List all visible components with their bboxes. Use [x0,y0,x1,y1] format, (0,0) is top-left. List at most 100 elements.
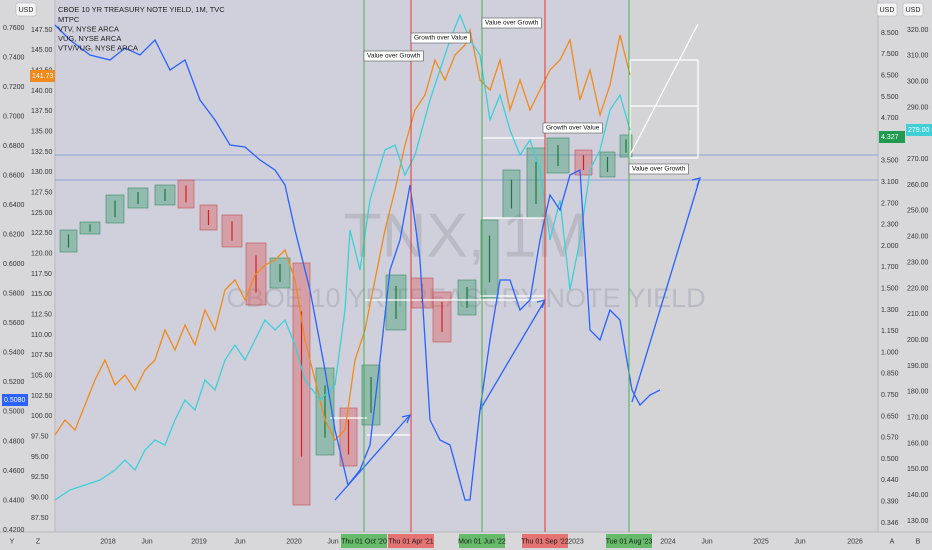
axis-tick-label: 102.50 [31,393,53,400]
axis-tick-label: 0.346 [881,520,899,527]
axis-tick-label: 130.00 [907,518,929,525]
axis-tick-label: 1.150 [881,328,899,335]
currency-button-label[interactable]: USD [906,7,921,14]
axis-tick-label: 0.6600 [3,172,25,179]
last-value-label: 4.327 [881,134,899,141]
annotation-box [542,122,603,134]
axis-toggle[interactable]: Z [36,538,41,545]
axis-tick-label: 2.700 [881,200,899,207]
right-axis-panel [878,0,932,550]
axis-tick-label: 170.00 [907,414,929,421]
axis-tick-label: 95.00 [31,454,49,461]
currency-button[interactable] [902,2,924,17]
axis-tick-label: 112.50 [31,312,52,319]
axis-tick-label: 0.4200 [3,527,25,534]
axis-toggle[interactable]: A [890,538,895,545]
time-label: Jun [141,538,152,545]
currency-button[interactable] [15,2,37,17]
time-label: Jun [327,538,338,545]
left-axis-panel [0,0,55,550]
last-value-label: 279.00 [908,127,930,134]
axis-tick-label: 105.00 [31,373,53,380]
axis-tick-label: 0.6400 [3,202,25,209]
date-badge-label: Thu 01 Apr '21 [388,538,433,545]
axis-tick-label: 127.50 [31,190,53,197]
last-value-label: 141.73 [32,73,54,80]
axis-tick-label: 0.850 [881,371,899,378]
legend-item: MTPC [58,15,80,24]
axis-tick-label: 220.00 [907,285,929,292]
axis-tick-label: 0.650 [881,413,899,420]
time-label: Jun [794,538,805,545]
trend-line [631,177,701,403]
axis-tick-label: 92.50 [31,474,49,481]
axis-tick-label: 300.00 [907,79,929,86]
date-badge [341,534,387,548]
axis-tick-label: 125.00 [31,210,53,217]
axis-toggle[interactable]: Y [10,538,15,545]
annotation-label: Value over Growth [485,20,539,27]
trend-arrow [401,414,412,424]
axis-tick-label: 147.50 [31,27,53,34]
time-label: 2023 [568,538,584,545]
axis-tick-label: 270.00 [907,156,929,163]
axis-tick-label: 122.50 [31,230,53,237]
currency-button-label[interactable]: USD [880,7,895,14]
axis-tick-label: 90.00 [31,495,49,502]
legend-item: VTV/VUG, NYSE ARCA [58,43,138,52]
date-badge [606,534,652,548]
axis-tick-label: 140.00 [31,88,53,95]
time-label: Jun [701,538,712,545]
date-badge-label: Thu 01 Sep '22 [521,538,568,545]
axis-tick-label: 0.750 [881,392,899,399]
trend-line [334,414,411,501]
axis-tick-label: 260.00 [907,182,929,189]
date-badge-label: Tue 01 Aug '23 [606,538,653,545]
axis-tick-label: 8.500 [881,30,899,37]
axis-tick-label: 240.00 [907,234,929,241]
axis-tick-label: 290.00 [907,104,929,111]
time-label: 2024 [660,538,676,545]
plot-area: TNX, 1MCBOE 10 YR TREASURY NOTE YIELD [54,0,706,532]
axis-tick-label: 140.00 [907,492,929,499]
last-value-badge [30,70,55,82]
currency-button-label[interactable]: USD [19,7,34,14]
trend-arrow [691,177,702,187]
axis-tick-label: 180.00 [907,389,929,396]
legend-item: VTV, NYSE ARCA [58,24,119,33]
drawing-line [629,23,699,156]
axis-tick-label: 190.00 [907,363,929,370]
axis-tick-label: 97.50 [31,434,49,441]
date-badge-label: Thu 01 Oct '20 [341,538,387,545]
time-label: 2020 [286,538,302,545]
chart-title: CBOE 10 YR TREASURY NOTE YIELD, 1M, TVC [58,5,225,14]
date-badge [522,534,568,548]
axis-tick-label: 120.00 [31,251,53,258]
axis-toggle[interactable]: B [916,538,921,545]
annotation-label: Value over Growth [632,166,686,173]
date-badge [459,534,505,548]
axis-tick-label: 0.4400 [3,497,25,504]
time-label: Jun [234,538,245,545]
axis-tick-label: 0.6000 [3,261,25,268]
axis-tick-label: 2.300 [881,222,899,229]
trend-line [479,299,546,411]
last-value-label: 0.5080 [4,397,26,404]
axis-tick-label: 1.300 [881,307,899,314]
vug-line [54,27,631,442]
date-badge [388,534,434,548]
axis-tick-label: 1.700 [881,264,899,271]
axis-tick-label: 130.00 [31,169,53,176]
axis-tick-label: 0.4800 [3,438,25,445]
ratio-line [54,24,661,501]
axis-tick-label: 145.00 [31,47,53,54]
axis-tick-label: 0.7400 [3,54,25,61]
time-label: 2019 [191,538,207,545]
currency-button[interactable] [876,2,898,17]
annotation-label: Growth over Value [414,35,468,42]
watermark-name: CBOE 10 YR TREASURY NOTE YIELD [226,283,705,313]
annotation-box [410,32,471,44]
axis-tick-label: 250.00 [907,208,929,215]
axis-tick-label: 150.00 [907,466,929,473]
